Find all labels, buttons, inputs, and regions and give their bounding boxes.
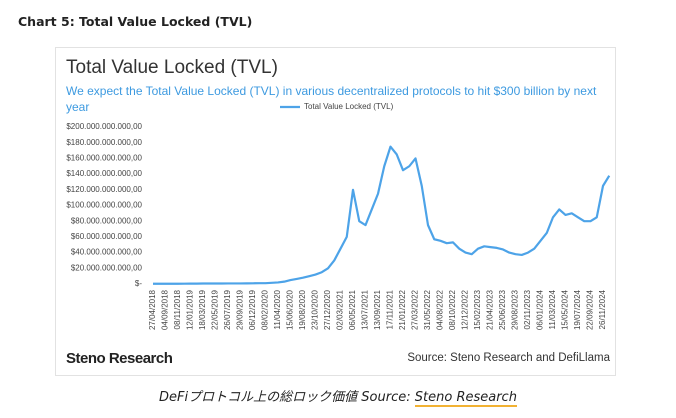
x-tick-label: 11/04/2020	[273, 289, 282, 329]
caption-text: DeFiプロトコル上の総ロック価値	[159, 390, 358, 405]
x-tick-label: 21/01/2022	[398, 289, 407, 330]
y-tick-label: $160.000.000.000,00	[66, 154, 142, 163]
x-tick-label: 13/07/2021	[361, 289, 370, 330]
x-tick-label: 12/01/2019	[186, 289, 195, 330]
caption: DeFiプロトコル上の総ロック価値 Source: Steno Research	[0, 386, 676, 407]
x-tick-label: 11/03/2024	[548, 289, 557, 329]
y-tick-label: $100.000.000.000,00	[66, 201, 142, 210]
x-tick-label: 15/06/2020	[286, 289, 295, 330]
x-tick-label: 06/05/2021	[348, 289, 357, 330]
x-tick-label: 23/10/2020	[311, 289, 320, 330]
x-tick-label: 19/08/2020	[298, 289, 307, 330]
caption-source: Steno Research	[414, 390, 517, 407]
x-tick-label: 18/03/2019	[198, 289, 207, 330]
caption-source-label: Source:	[361, 390, 411, 405]
x-tick-label: 27/12/2020	[323, 289, 332, 330]
x-tick-label: 06/01/2024	[536, 289, 545, 330]
x-tick-label: 26/07/2019	[223, 289, 232, 330]
x-tick-label: 31/05/2022	[423, 289, 432, 330]
legend-label: Total Value Locked (TVL)	[304, 102, 394, 111]
x-tick-label: 29/09/2019	[236, 289, 245, 330]
y-tick-label: $-	[135, 279, 142, 288]
x-tick-label: 22/05/2019	[211, 289, 220, 330]
y-tick-label: $40.000.000.000,00	[71, 248, 143, 257]
x-tick-label: 04/09/2018	[161, 289, 170, 330]
y-tick-label: $80.000.000.000,00	[71, 216, 143, 225]
logo: Steno Research	[66, 350, 173, 367]
x-tick-label: 15/02/2023	[473, 289, 482, 330]
x-tick-label: 21/04/2023	[486, 289, 495, 330]
x-tick-label: 17/11/2021	[386, 289, 395, 329]
x-tick-label: 19/07/2024	[573, 289, 582, 330]
x-tick-label: 08/10/2022	[448, 289, 457, 330]
x-tick-label: 22/09/2024	[586, 289, 595, 330]
chart-subtitle: We expect the Total Value Locked (TVL) i…	[66, 84, 597, 114]
x-tick-label: 27/03/2022	[411, 289, 420, 330]
source: Source: Steno Research and DefiLlama	[407, 352, 610, 364]
y-tick-label: $60.000.000.000,00	[71, 232, 143, 241]
chart-panel	[55, 47, 616, 376]
y-tick-label: $120.000.000.000,00	[66, 185, 142, 194]
x-tick-label: 02/03/2021	[336, 289, 345, 330]
x-tick-label: 25/06/2023	[498, 289, 507, 330]
chart-title: Total Value Locked (TVL)	[66, 57, 278, 78]
x-tick-label: 15/05/2024	[561, 289, 570, 330]
x-tick-label: 26/11/2024	[598, 289, 607, 329]
x-tick-label: 08/11/2018	[173, 289, 182, 329]
y-tick-label: $20.000.000.000,00	[71, 263, 143, 272]
x-tick-label: 27/04/2018	[148, 289, 157, 330]
x-tick-label: 29/08/2023	[511, 289, 520, 330]
header-title: Chart 5: Total Value Locked (TVL)	[18, 14, 253, 29]
series-line	[153, 145, 611, 285]
x-tick-label: 12/12/2022	[461, 289, 470, 330]
x-tick-label: 08/02/2020	[261, 289, 270, 330]
x-tick-label: 04/08/2022	[436, 289, 445, 330]
y-tick-label: $180.000.000.000,00	[66, 138, 142, 147]
y-tick-label: $140.000.000.000,00	[66, 169, 142, 178]
x-tick-label: 02/11/2023	[523, 289, 532, 329]
x-tick-label: 13/09/2021	[373, 289, 382, 330]
x-tick-label: 06/12/2019	[248, 289, 257, 330]
y-tick-label: $200.000.000.000,00	[66, 122, 142, 131]
